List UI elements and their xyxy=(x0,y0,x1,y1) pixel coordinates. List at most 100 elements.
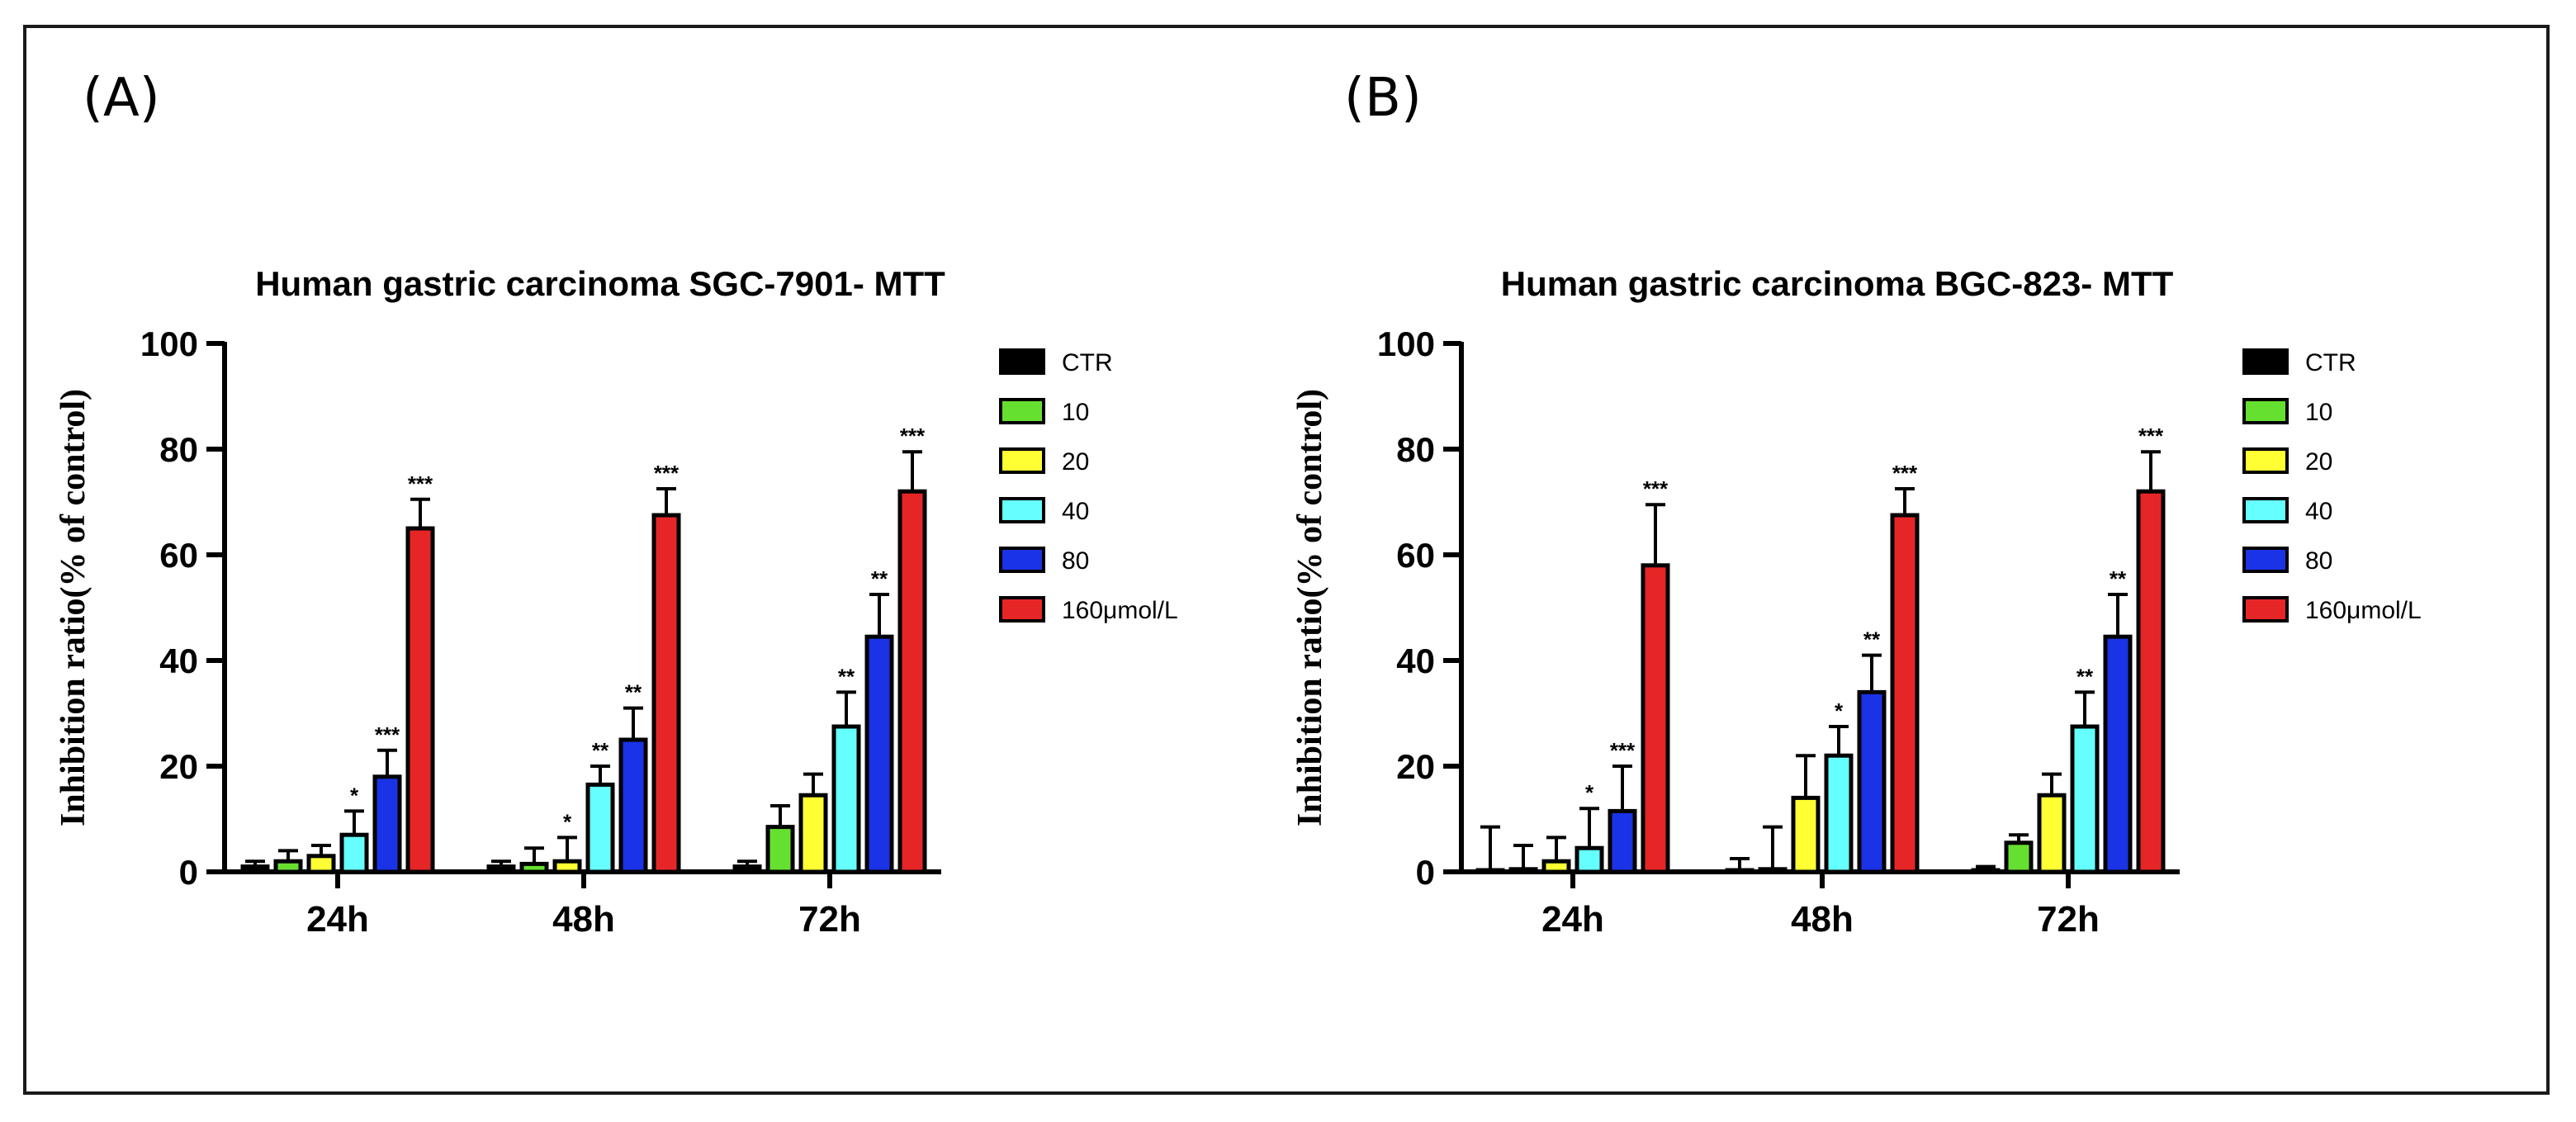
legend-label: 160μmol/L xyxy=(1062,597,1178,624)
bar xyxy=(1857,689,1887,874)
y-tick-label: 60 xyxy=(159,536,198,575)
legend-swatch xyxy=(999,348,1045,375)
bar xyxy=(831,724,861,874)
y-tick-label: 40 xyxy=(159,641,198,680)
bar xyxy=(1758,867,1788,874)
bar xyxy=(405,526,435,874)
significance-label: ** xyxy=(1863,627,1881,652)
legend-label: 10 xyxy=(1062,399,1089,426)
bar xyxy=(2136,489,2166,874)
legend-swatch xyxy=(2242,348,2289,375)
x-tick-label: 72h xyxy=(2037,899,2100,940)
legend-label: 40 xyxy=(2305,498,2332,525)
y-axis-label: Inhibition ratio(% of control) xyxy=(54,389,92,826)
significance-label: ** xyxy=(625,680,642,705)
legend-swatch xyxy=(999,547,1045,573)
significance-label: *** xyxy=(654,461,680,485)
significance-label: *** xyxy=(900,424,926,448)
y-tick-label: 100 xyxy=(140,324,198,363)
bar xyxy=(1725,868,1754,874)
bar xyxy=(486,864,516,874)
bar xyxy=(552,859,582,874)
y-tick-label: 100 xyxy=(1377,324,1435,363)
y-tick-label: 20 xyxy=(1396,747,1435,786)
bar xyxy=(1574,845,1604,874)
chart-panel-b: (B) Human gastric carcinoma BGC-823- MTT I… xyxy=(1291,68,2422,940)
x-tick-label: 72h xyxy=(798,899,861,940)
bar xyxy=(2103,634,2133,874)
chart-panel-a: (A) Human gastric carcinoma SGC-7901- MTT… xyxy=(54,68,1178,940)
bar xyxy=(1608,808,1637,874)
bar xyxy=(732,864,762,874)
bar xyxy=(1890,513,1920,874)
legend-label: 40 xyxy=(1062,498,1089,525)
bar xyxy=(2037,793,2067,874)
significance-label: *** xyxy=(408,471,433,496)
legend-label: CTR xyxy=(2305,349,2356,376)
y-tick-label: 80 xyxy=(159,430,198,469)
significance-label: ** xyxy=(2110,566,2127,591)
legend-swatch xyxy=(2242,447,2289,474)
significance-label: *** xyxy=(1643,476,1669,501)
significance-label: ** xyxy=(838,664,855,689)
legend-label: CTR xyxy=(1062,349,1113,376)
legend-label: 80 xyxy=(2305,547,2332,575)
bar xyxy=(897,489,927,874)
y-axis-label: Inhibition ratio(% of control) xyxy=(1291,389,1329,826)
bar xyxy=(1475,868,1505,874)
legend-swatch xyxy=(2242,596,2289,623)
bar xyxy=(519,861,549,874)
bar xyxy=(1971,868,2001,874)
bar xyxy=(372,774,402,874)
x-tick-label: 24h xyxy=(306,899,369,940)
bar xyxy=(798,793,828,874)
legend-swatch xyxy=(999,447,1045,474)
significance-label: ** xyxy=(592,738,609,763)
legend-swatch xyxy=(999,596,1045,623)
x-tick-label: 48h xyxy=(552,899,615,940)
significance-label: *** xyxy=(1892,461,1918,485)
bar xyxy=(618,737,648,874)
y-tick-label: 20 xyxy=(159,747,198,786)
significance-label: * xyxy=(1585,780,1594,805)
x-tick-label: 24h xyxy=(1541,899,1604,940)
legend-swatch xyxy=(2242,497,2289,523)
significance-label: *** xyxy=(1610,738,1636,763)
bar xyxy=(1508,867,1538,874)
y-tick-label: 80 xyxy=(1396,430,1435,469)
legend-label: 20 xyxy=(2305,448,2332,476)
significance-label: ** xyxy=(2076,664,2094,689)
bar xyxy=(765,825,795,874)
bar xyxy=(1641,563,1670,874)
bar xyxy=(2004,840,2034,874)
bar xyxy=(1824,753,1854,874)
bar xyxy=(651,513,681,874)
panel-label: (A) xyxy=(83,68,160,129)
chart-title: Human gastric carcinoma SGC-7901- MTT xyxy=(255,264,945,303)
bar xyxy=(1791,795,1821,874)
y-tick-label: 60 xyxy=(1396,536,1435,575)
y-tick-label: 40 xyxy=(1396,641,1435,680)
bar xyxy=(306,854,336,874)
chart-title: Human gastric carcinoma BGC-823- MTT xyxy=(1501,264,2174,303)
legend-label: 160μmol/L xyxy=(2305,597,2422,624)
panel-label: (B) xyxy=(1344,68,1422,129)
bar xyxy=(585,782,615,874)
figure-frame xyxy=(23,25,2550,1095)
significance-label: ** xyxy=(871,566,888,591)
significance-label: * xyxy=(1835,698,1844,723)
significance-label: * xyxy=(563,809,572,834)
legend-swatch xyxy=(999,497,1045,523)
bar xyxy=(2070,724,2100,874)
significance-label: * xyxy=(350,783,359,807)
significance-label: *** xyxy=(375,722,400,747)
legend-label: 80 xyxy=(1062,547,1089,575)
y-tick-label: 0 xyxy=(179,853,198,892)
bar xyxy=(273,859,303,874)
legend-swatch xyxy=(2242,398,2289,424)
legend-swatch xyxy=(999,398,1045,424)
bar xyxy=(1541,859,1571,874)
bar xyxy=(864,634,894,874)
significance-label: *** xyxy=(2138,424,2164,448)
